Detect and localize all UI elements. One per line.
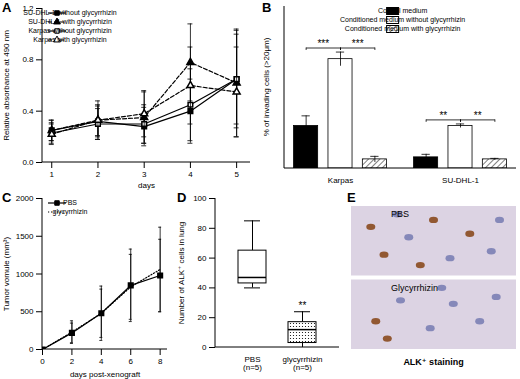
svg-text:1: 1 <box>50 170 55 179</box>
svg-text:1500: 1500 <box>16 232 34 241</box>
svg-text:SU-DHL-1 without glycyrrhizin: SU-DHL-1 without glycyrrhizin <box>23 9 116 17</box>
svg-text:2: 2 <box>96 170 101 179</box>
svg-text:glycyrrhizin(n=5): glycyrrhizin(n=5) <box>282 355 322 372</box>
svg-text:Number of ALK⁺ cells in lung: Number of ALK⁺ cells in lung <box>177 222 186 325</box>
svg-text:1000: 1000 <box>16 270 34 279</box>
svg-text:Karpas without glycyrrhizin: Karpas without glycyrrhizin <box>28 27 111 35</box>
svg-text:8: 8 <box>158 357 163 366</box>
svg-text:***: *** <box>317 38 329 49</box>
svg-text:PBS(n=5): PBS(n=5) <box>243 355 262 372</box>
svg-text:**: ** <box>474 110 482 121</box>
svg-text:Karpas with glycyrrhizin: Karpas with glycyrrhizin <box>33 36 107 44</box>
svg-text:4: 4 <box>188 170 193 179</box>
svg-text:4: 4 <box>99 357 104 366</box>
html-text:B: B <box>262 0 272 15</box>
svg-text:***: *** <box>352 38 364 49</box>
svg-text:SU-DHL-1 with glycyrrhizin: SU-DHL-1 with glycyrrhizin <box>28 18 112 26</box>
svg-text:500: 500 <box>20 307 34 316</box>
svg-text:% of invading cells (>20μm): % of invading cells (>20μm) <box>262 37 271 136</box>
svg-text:40: 40 <box>198 283 207 292</box>
svg-text:Conditioned medium without gly: Conditioned medium without glycyrrhizin <box>340 16 465 24</box>
svg-text:0: 0 <box>29 345 34 354</box>
svg-text:Karpas: Karpas <box>328 176 353 185</box>
svg-text:Glycyrrhizin: Glycyrrhizin <box>391 283 438 293</box>
svg-text:0.0: 0.0 <box>22 158 34 167</box>
svg-text:2: 2 <box>70 357 75 366</box>
html-text:A: A <box>2 0 12 15</box>
html-text:E: E <box>347 190 356 205</box>
svg-text:6: 6 <box>129 357 134 366</box>
svg-text:0: 0 <box>202 343 207 352</box>
svg-text:days post-xenograft: days post-xenograft <box>70 370 141 379</box>
svg-text:**: ** <box>439 110 447 121</box>
html-text:D: D <box>177 190 187 205</box>
svg-text:3: 3 <box>142 170 147 179</box>
svg-text:SU-DHL-1: SU-DHL-1 <box>442 176 479 185</box>
svg-text:60: 60 <box>198 254 207 263</box>
svg-text:0.8: 0.8 <box>22 55 34 64</box>
svg-text:80: 80 <box>198 224 207 233</box>
svg-text:ALK⁺ staining: ALK⁺ staining <box>403 357 463 367</box>
svg-text:Relative absorbance at 490 nm: Relative absorbance at 490 nm <box>2 30 11 141</box>
svg-text:Conditioned medium with glycyr: Conditioned medium with glycyrrhizin <box>345 25 461 33</box>
svg-text:2000: 2000 <box>16 194 34 203</box>
svg-text:Tumor vomule (mm³): Tumor vomule (mm³) <box>2 236 11 311</box>
svg-text:5: 5 <box>234 170 239 179</box>
html-text:C: C <box>2 190 12 205</box>
svg-text:PBS: PBS <box>63 199 77 206</box>
svg-text:20: 20 <box>198 313 207 322</box>
svg-text:days: days <box>138 181 155 190</box>
svg-text:PBS: PBS <box>391 209 409 219</box>
svg-text:**: ** <box>299 300 307 311</box>
svg-text:glycyrrhizin: glycyrrhizin <box>52 208 87 216</box>
svg-text:0: 0 <box>40 357 45 366</box>
svg-text:100: 100 <box>193 194 207 203</box>
svg-text:Control medium: Control medium <box>378 7 428 14</box>
svg-text:0.4: 0.4 <box>22 107 34 116</box>
